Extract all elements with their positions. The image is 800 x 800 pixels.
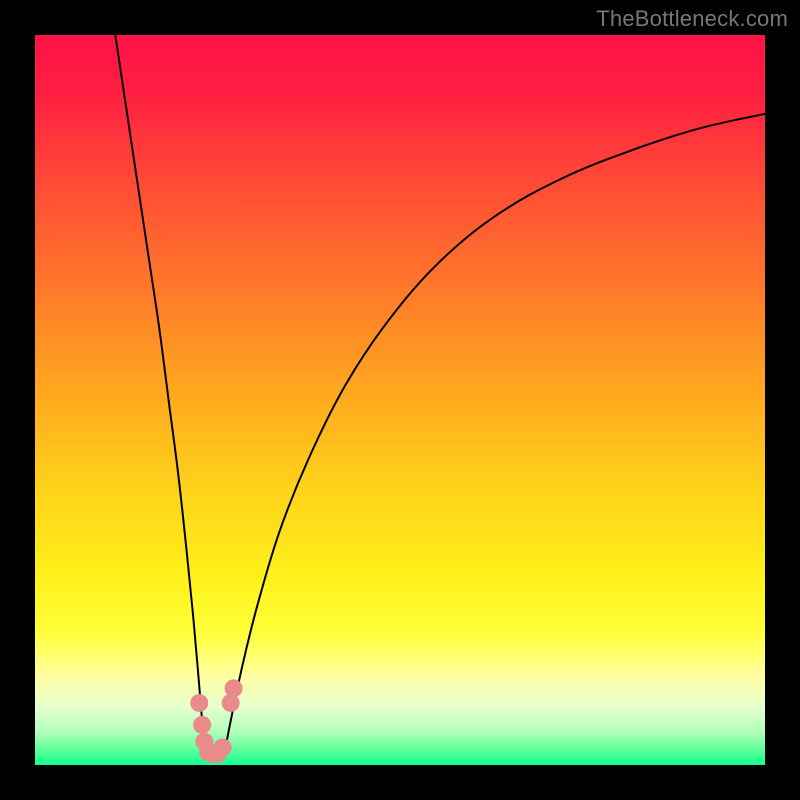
plot-frame <box>35 35 765 765</box>
plot-background <box>35 35 765 765</box>
plot-svg <box>35 35 765 765</box>
watermark-text: TheBottleneck.com <box>596 6 788 32</box>
marker-point <box>193 716 211 734</box>
marker-point <box>214 738 232 756</box>
chart-stage: TheBottleneck.com <box>0 0 800 800</box>
marker-point <box>225 679 243 697</box>
marker-point <box>190 694 208 712</box>
